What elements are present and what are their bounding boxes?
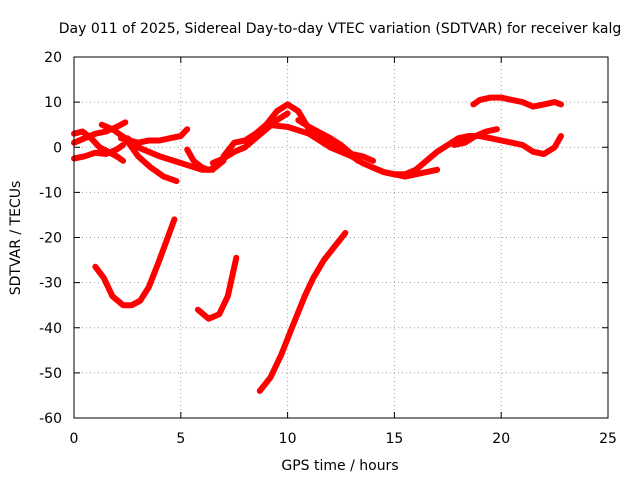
y-tick-label: 0 — [53, 140, 62, 156]
series-arc-17 — [470, 94, 564, 110]
x-tick-label: 5 — [176, 431, 185, 447]
x-tick-label: 25 — [599, 431, 617, 447]
y-tick-label: -20 — [39, 231, 62, 247]
x-tick-label: 10 — [279, 431, 297, 447]
y-tick-label: -10 — [39, 185, 62, 201]
x-axis-label: GPS time / hours — [281, 458, 398, 474]
y-tick-label: 20 — [44, 50, 62, 66]
series-arc-13 — [295, 117, 362, 164]
series-arc-9 — [194, 254, 240, 322]
series-arc-3 — [71, 119, 129, 146]
x-tick-label: 20 — [492, 431, 510, 447]
chart-title: Day 011 of 2025, Sidereal Day-to-day VTE… — [59, 21, 621, 37]
series-arc-14 — [256, 230, 349, 394]
series-arc-5 — [98, 121, 180, 185]
data-series — [71, 94, 564, 394]
series-arc-16 — [451, 126, 500, 148]
x-tick-label: 0 — [70, 431, 79, 447]
y-tick-label: -40 — [39, 321, 62, 337]
series-arc-1 — [71, 142, 127, 162]
series-arc-15 — [370, 133, 564, 178]
x-tick-label: 15 — [385, 431, 403, 447]
axis-ticks: 0 5 10 15 20 25 -60 -50 -40 -30 -20 -10 0 10 20 — [39, 50, 617, 447]
series-arc-7 — [184, 146, 227, 173]
y-tick-label: 10 — [44, 95, 62, 111]
y-tick-label: -50 — [39, 366, 62, 382]
y-tick-label: -30 — [39, 276, 62, 292]
series-arc-8 — [92, 216, 178, 309]
y-tick-label: -60 — [39, 411, 62, 427]
y-axis-label: SDTVAR / TECUs — [8, 181, 24, 296]
series-arc-2 — [71, 128, 127, 164]
